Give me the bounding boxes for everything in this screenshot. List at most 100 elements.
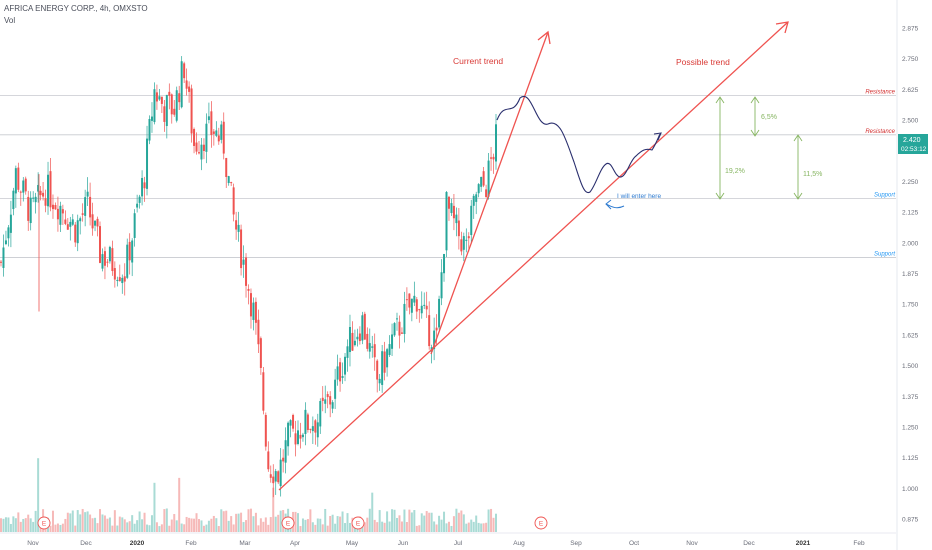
volume-bar — [324, 508, 327, 532]
volume-bar — [480, 523, 483, 532]
volume-bar — [329, 516, 332, 532]
volume-bar — [396, 517, 398, 532]
volume-bar — [2, 518, 5, 532]
candle-body — [344, 356, 347, 375]
volume-bar — [155, 522, 158, 532]
volume-bar — [339, 516, 342, 532]
candle-body — [346, 346, 349, 358]
candle-body — [264, 414, 267, 447]
volume-bar — [277, 514, 280, 532]
current-trend-line[interactable] — [430, 31, 549, 355]
candle-body — [249, 293, 252, 317]
volume-bar — [440, 519, 443, 532]
volume-bar — [66, 512, 69, 532]
candle-body — [29, 197, 32, 224]
candle-body — [321, 397, 324, 402]
volume-bar — [116, 525, 119, 532]
level-label-0: Resistance — [865, 90, 895, 96]
candle-body — [316, 422, 319, 438]
volume-bar — [227, 520, 230, 532]
volume-bar — [121, 517, 124, 532]
volume-bar — [381, 521, 384, 532]
candle-body — [398, 321, 401, 336]
candle-body — [126, 244, 129, 278]
candle-body — [277, 471, 280, 483]
volume-bar — [188, 517, 191, 532]
projected-path-arrowhead — [653, 132, 662, 141]
volume-bar — [400, 521, 403, 532]
volume-bar — [475, 515, 478, 532]
volume-bar — [9, 523, 12, 532]
possible-trend-line[interactable] — [278, 21, 789, 491]
candle-body — [445, 192, 448, 251]
candle-body — [383, 351, 386, 373]
volume-bar — [309, 509, 312, 532]
candle-body — [190, 88, 193, 134]
candle-body — [269, 474, 272, 478]
volume-bar — [336, 516, 339, 532]
volume-bar — [96, 523, 99, 532]
volume-bar — [371, 492, 374, 532]
candle-body — [106, 261, 109, 263]
price-tick-1: 2.750 — [902, 56, 919, 63]
volume-bar — [150, 515, 153, 532]
volume-bar — [190, 518, 193, 532]
candle-body — [393, 323, 396, 336]
volume-bar — [438, 515, 441, 532]
candle-body — [247, 288, 250, 291]
candle-body — [86, 191, 89, 197]
time-tick-1: Dec — [80, 540, 92, 547]
earnings-marker-2: E — [351, 516, 365, 530]
volume-bar — [91, 518, 94, 532]
volume-bar — [195, 513, 198, 532]
volume-bar — [386, 511, 389, 532]
candle-body — [309, 428, 312, 430]
candle-body — [232, 187, 235, 215]
volume-bar — [32, 521, 35, 532]
price-axis[interactable]: 2.8752.7502.6252.5002.3752.2502.1252.000… — [896, 0, 919, 550]
candle-body — [150, 116, 153, 121]
candle-body — [222, 121, 225, 154]
projected-price-path[interactable] — [496, 95, 661, 194]
volume-bar — [388, 521, 391, 532]
earnings-marker-3: E — [534, 516, 548, 530]
volume-bar — [490, 508, 493, 532]
volume-bar — [477, 522, 480, 532]
volume-bar — [408, 509, 411, 532]
candle-body — [7, 227, 10, 239]
candle-body — [470, 205, 473, 235]
volume-bar — [81, 508, 84, 532]
volume-bar — [19, 521, 22, 532]
volume-bar — [108, 517, 111, 532]
candle-body — [217, 135, 220, 142]
volume-bar — [200, 520, 203, 532]
candle-body — [413, 295, 416, 303]
candle-body — [183, 63, 186, 79]
volume-bar — [299, 526, 302, 532]
time-axis[interactable]: Nov Dec 2020 Feb Mar Apr May Jun Jul Aug Sep Oct Nov… — [0, 532, 896, 547]
volume-bar — [136, 520, 139, 532]
volume-bar — [59, 524, 62, 532]
candle-body — [435, 327, 438, 331]
candle-body — [472, 195, 475, 206]
candle-body — [356, 336, 359, 340]
time-tick-4: Mar — [239, 540, 251, 547]
candle-body — [230, 182, 233, 184]
candle-body — [131, 240, 134, 263]
volume-bar — [368, 508, 371, 532]
volume-bar — [443, 511, 446, 532]
time-tick-11: Oct — [629, 540, 639, 547]
last-price-value: 2.420 — [903, 137, 921, 144]
candle-body — [138, 196, 141, 203]
candle-body — [22, 180, 25, 193]
candle-body — [4, 240, 7, 245]
volume-bar — [230, 516, 233, 532]
volume-bar — [12, 516, 15, 532]
volume-bar — [34, 510, 37, 532]
price-tick-5: 2.250 — [902, 179, 919, 186]
candle-body — [96, 218, 99, 227]
candle-body — [287, 422, 290, 447]
volume-indicator-label[interactable]: Vol — [4, 16, 16, 25]
